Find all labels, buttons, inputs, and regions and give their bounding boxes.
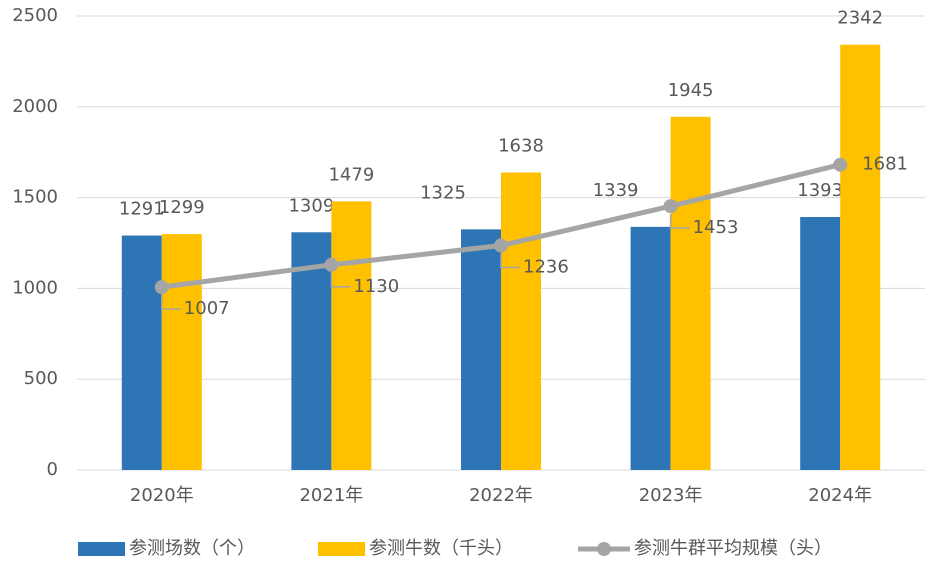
x-tick-label: 2024年 [808,485,872,506]
x-tick-label: 2023年 [639,485,703,506]
y-tick-label: 0 [47,459,58,480]
data-label: 1291 [119,199,165,220]
bar [630,226,671,470]
y-tick-label: 1000 [12,277,58,298]
data-label: 1681 [862,154,908,175]
y-tick-label: 2000 [12,96,58,117]
leader-line [330,272,351,288]
line-point [494,238,508,253]
bar [291,232,332,470]
legend-marker [597,542,611,556]
bar [461,229,501,470]
legend-swatch [318,542,365,556]
bar [331,201,372,470]
data-label: 1393 [797,180,843,201]
data-label: 1638 [498,136,544,157]
bar [800,217,841,470]
legend-label: 参测牛数（千头） [369,538,513,559]
leader-line [669,214,690,229]
data-label: 1453 [693,217,739,238]
data-label: 2342 [837,8,883,29]
line-point [663,199,678,214]
line-point [154,280,169,295]
x-tick-label: 2022年 [469,485,533,506]
y-tick-label: 2500 [12,5,58,26]
y-tick-label: 1500 [12,187,58,208]
legend-swatch [78,542,125,556]
data-label: 1309 [288,195,334,216]
bar [121,235,162,470]
bar [501,172,541,471]
bar [670,116,711,471]
data-label: 1130 [353,276,399,297]
data-label: 1007 [184,298,230,319]
data-label: 1236 [523,257,569,278]
data-label: 1325 [420,182,466,203]
legend-label: 参测场数（个） [129,538,255,559]
bar [161,234,202,470]
y-tick-label: 500 [24,368,58,389]
data-label: 1479 [328,164,374,185]
line-point [324,257,339,272]
line-point [833,157,848,172]
data-label: 1945 [668,80,714,101]
leader-line [500,253,520,269]
x-tick-label: 2020年 [130,485,194,506]
leader-line [161,295,181,310]
data-label: 1339 [593,180,639,201]
x-tick-label: 2021年 [299,485,363,506]
data-label: 1299 [159,197,205,218]
legend-label: 参测牛群平均规模（头） [634,538,832,559]
bar [840,44,881,470]
